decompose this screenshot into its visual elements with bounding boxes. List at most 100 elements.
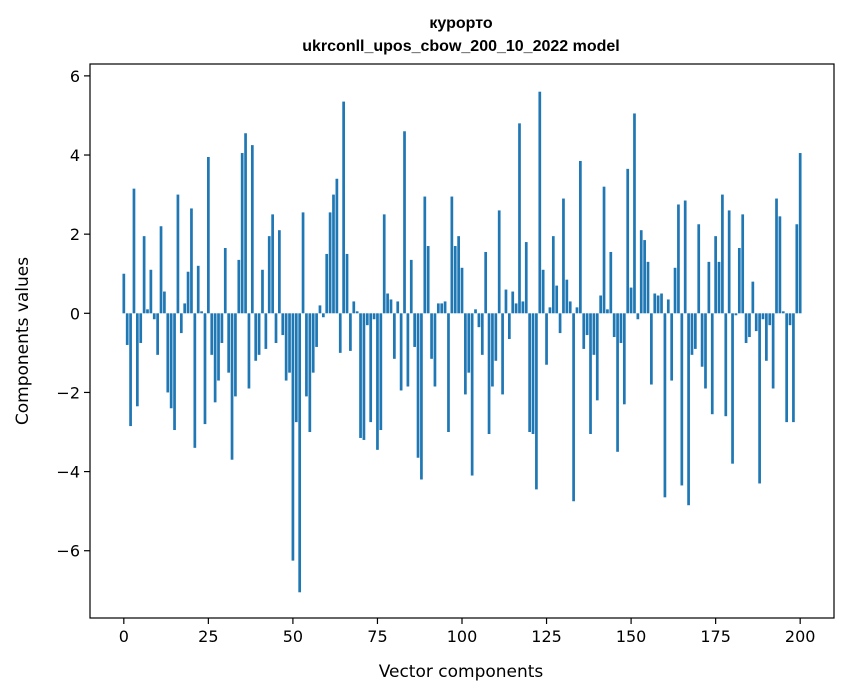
y-tick-label: −2 xyxy=(56,383,80,402)
bar xyxy=(213,313,217,403)
bar xyxy=(477,313,481,328)
bar xyxy=(704,313,707,389)
bar xyxy=(166,313,170,393)
bar xyxy=(670,313,674,381)
bar xyxy=(122,273,126,314)
bar xyxy=(311,313,315,373)
bar xyxy=(450,196,454,314)
bar xyxy=(129,313,132,427)
bar xyxy=(714,236,717,314)
bar xyxy=(284,313,288,381)
bar xyxy=(453,246,457,314)
bar xyxy=(643,240,646,314)
bar xyxy=(629,287,633,314)
bar xyxy=(680,313,684,486)
bar xyxy=(785,313,789,423)
x-tick-label: 50 xyxy=(283,627,303,646)
bar xyxy=(626,168,630,314)
bar xyxy=(650,313,653,385)
bar xyxy=(220,313,224,343)
bar xyxy=(173,313,176,431)
bar xyxy=(775,198,778,314)
bar xyxy=(257,313,261,355)
bar xyxy=(355,311,359,314)
bar xyxy=(575,307,579,314)
bar xyxy=(186,271,190,314)
bar xyxy=(382,214,386,314)
bar xyxy=(420,313,423,480)
bar xyxy=(497,210,501,314)
bar xyxy=(176,194,180,314)
bar xyxy=(788,313,792,326)
bar xyxy=(163,291,166,314)
bar xyxy=(609,251,613,314)
bar xyxy=(535,313,538,490)
bar xyxy=(281,313,285,336)
bar xyxy=(362,313,366,440)
bar xyxy=(247,313,251,389)
y-tick-label: 4 xyxy=(70,146,80,165)
bar xyxy=(521,301,525,314)
bar xyxy=(494,313,498,361)
bar xyxy=(376,313,379,450)
bar xyxy=(778,216,782,314)
bar xyxy=(589,313,592,434)
bar xyxy=(595,313,599,401)
bar xyxy=(518,123,521,314)
bar xyxy=(244,133,247,314)
bar xyxy=(271,214,274,314)
bar xyxy=(612,313,616,338)
bar xyxy=(196,265,200,314)
bar xyxy=(335,178,339,314)
bar xyxy=(430,313,433,359)
bar xyxy=(436,303,440,314)
bar xyxy=(514,303,518,314)
bar xyxy=(687,313,690,506)
bar xyxy=(700,313,704,367)
y-tick-label: 6 xyxy=(70,67,80,86)
bar xyxy=(291,313,295,561)
bar xyxy=(765,313,768,361)
bar xyxy=(332,194,335,314)
bar xyxy=(308,313,312,433)
bar xyxy=(372,313,376,320)
bar xyxy=(294,313,298,423)
bar xyxy=(217,313,220,381)
bar xyxy=(146,309,149,314)
bar xyxy=(693,313,697,349)
bar xyxy=(697,224,701,314)
bar xyxy=(717,261,721,314)
bar xyxy=(396,301,400,314)
bar xyxy=(210,313,214,355)
bar xyxy=(551,236,555,314)
plot-frame xyxy=(89,63,835,619)
bar xyxy=(501,313,504,395)
bar xyxy=(754,313,758,332)
bar xyxy=(633,113,636,314)
y-tick-label: 0 xyxy=(70,304,80,323)
bar xyxy=(179,313,183,334)
bar xyxy=(555,285,559,314)
bar xyxy=(403,131,406,314)
bar xyxy=(710,313,714,415)
bar xyxy=(457,236,460,314)
bar xyxy=(545,313,548,365)
bar xyxy=(507,313,511,340)
bar xyxy=(768,313,772,326)
bar xyxy=(345,253,349,314)
bar xyxy=(511,291,515,314)
bar xyxy=(159,226,163,314)
bar xyxy=(423,196,427,314)
y-tick-label: 2 xyxy=(70,225,80,244)
bar xyxy=(142,236,146,314)
x-tick-label: 0 xyxy=(119,627,129,646)
bar xyxy=(139,313,143,343)
bar xyxy=(622,313,626,405)
bar xyxy=(636,313,640,320)
bar xyxy=(562,198,565,314)
bar xyxy=(393,313,396,359)
bar xyxy=(409,259,413,314)
bar xyxy=(683,200,687,314)
bar xyxy=(365,313,369,326)
bar xyxy=(315,313,318,347)
